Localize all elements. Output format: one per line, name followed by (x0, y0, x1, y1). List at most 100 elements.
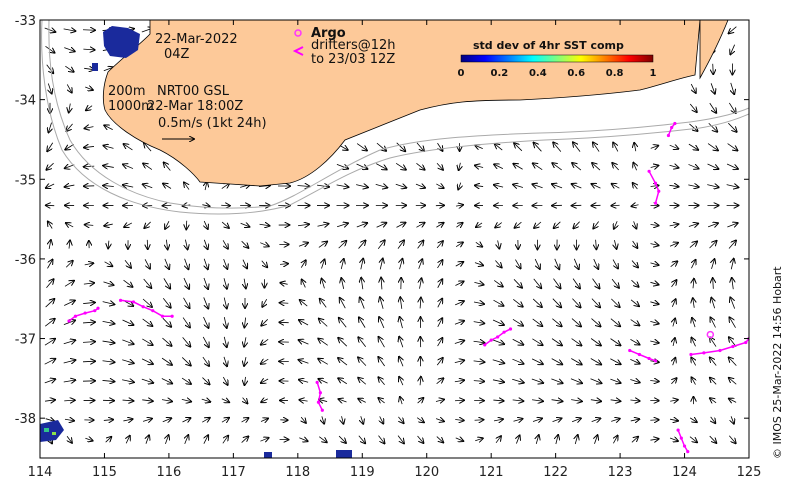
current-vector (592, 184, 601, 188)
current-vector (141, 379, 153, 383)
drifter-point (160, 314, 165, 318)
current-vector (376, 163, 386, 170)
current-vector (163, 184, 172, 189)
current-vector (691, 358, 695, 366)
current-vector (709, 102, 716, 113)
drifter-point (689, 352, 693, 357)
current-vector (532, 298, 542, 307)
current-vector (613, 436, 617, 444)
current-vector (261, 338, 269, 344)
current-vector (45, 45, 54, 52)
current-vector (689, 436, 697, 443)
drifter-point (744, 340, 748, 345)
current-vector (84, 166, 95, 167)
current-vector (82, 322, 95, 323)
current-vector (202, 418, 210, 422)
current-vector (610, 358, 620, 365)
current-vector (496, 436, 501, 444)
current-vector (590, 400, 601, 402)
current-vector (142, 419, 152, 422)
drifter-point (637, 352, 642, 357)
current-vector (612, 163, 619, 171)
current-vector (436, 241, 443, 249)
current-vector (399, 377, 403, 386)
current-vector (493, 299, 503, 306)
current-vector (533, 163, 543, 171)
colorbar (460, 54, 654, 63)
current-vector (65, 65, 73, 72)
drifter-track (648, 170, 660, 204)
current-vector (454, 360, 464, 362)
current-vector (162, 298, 170, 307)
current-vector (379, 317, 385, 329)
current-vector (243, 397, 248, 404)
current-vector (710, 317, 716, 328)
current-vector (726, 185, 739, 188)
current-vector (224, 317, 226, 328)
current-vector (203, 316, 208, 328)
current-vector (438, 279, 443, 288)
current-vector (46, 64, 54, 73)
sst-patches (40, 26, 352, 458)
current-vector (571, 338, 582, 346)
current-vector (244, 278, 246, 289)
current-vector (707, 223, 718, 227)
drifter-point (676, 428, 680, 432)
current-vector (473, 302, 484, 304)
current-vector (338, 378, 348, 385)
current-vector (591, 318, 600, 327)
plot-frame (39, 19, 750, 459)
current-vector (554, 221, 561, 228)
drifter-track (316, 382, 323, 411)
current-vector (551, 358, 563, 365)
current-vector (416, 223, 424, 228)
current-vector (44, 319, 55, 327)
x-tick-label: 119 (350, 465, 375, 480)
current-vector (399, 337, 403, 348)
current-vector (162, 418, 171, 422)
current-vectors (45, 27, 739, 444)
current-vector (689, 241, 697, 248)
current-vector (204, 239, 207, 249)
current-vector (44, 339, 55, 346)
current-vector (573, 258, 578, 269)
sst-patch-northwest (103, 26, 140, 58)
current-vector (262, 299, 266, 307)
current-vector (516, 435, 519, 444)
current-vector (495, 144, 503, 151)
current-vector (104, 146, 114, 149)
current-vector (438, 299, 442, 308)
current-vector (692, 318, 695, 328)
current-vector (221, 221, 229, 228)
current-vector (670, 261, 678, 267)
current-vector (358, 240, 365, 249)
current-vector (205, 182, 207, 191)
current-vector (318, 242, 327, 248)
current-vector (532, 184, 543, 188)
current-vector (340, 298, 346, 309)
y-tick-label: -35 (15, 173, 36, 188)
current-vector (375, 184, 388, 187)
current-vector (224, 278, 227, 289)
current-vector (650, 381, 659, 382)
current-vector (142, 318, 153, 326)
current-vector (436, 223, 443, 228)
current-vector (358, 435, 365, 444)
current-vector (44, 359, 56, 365)
current-vector (142, 400, 153, 401)
current-vector (379, 337, 385, 348)
current-vector (122, 400, 134, 401)
drifters-legend-label: drifters@12h (311, 38, 396, 53)
current-vector (142, 338, 152, 345)
drifter-point (93, 309, 97, 313)
current-vector (261, 359, 269, 364)
current-vector (103, 282, 113, 285)
x-tick-label: 124 (672, 465, 697, 480)
current-vector (551, 400, 563, 402)
current-vector (222, 436, 228, 444)
current-vector (336, 223, 348, 226)
sst-patch-accents (44, 428, 56, 435)
current-vector (182, 418, 191, 422)
current-vector (417, 435, 424, 443)
y-axis: -33 -34 -35 -36 -37 -38 (15, 14, 749, 427)
